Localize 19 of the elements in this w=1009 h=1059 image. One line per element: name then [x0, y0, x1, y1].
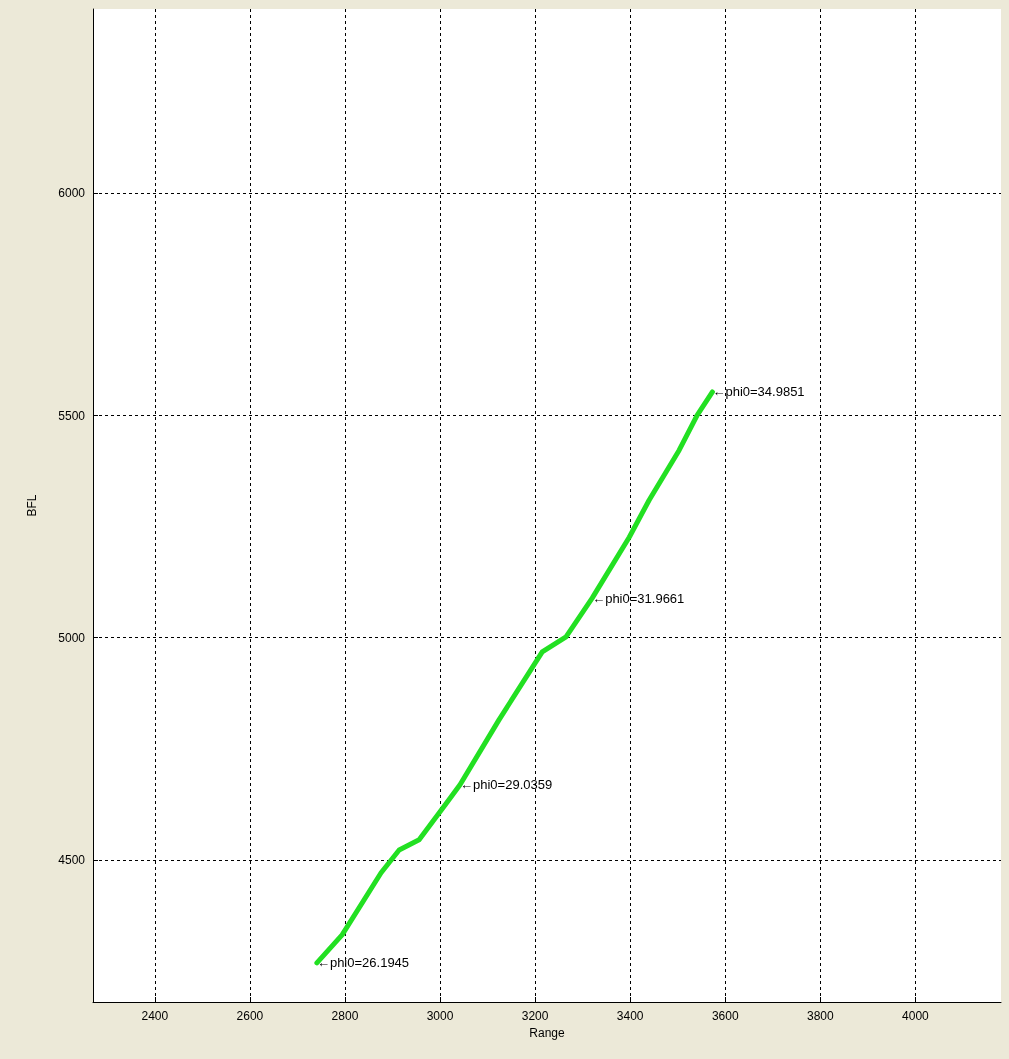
y-tick-label: 5000: [58, 630, 86, 645]
annotation: ←phi0=26.1945: [316, 955, 410, 971]
x-tick-label: 4000: [902, 1009, 930, 1023]
x-tick-label: 2400: [141, 1009, 169, 1023]
y-tick-label: 6000: [58, 186, 86, 201]
y-axis-title: BFL: [25, 494, 39, 517]
annotation: ←phi0=29.0359: [460, 777, 553, 793]
x-tick-label: 3000: [426, 1009, 454, 1023]
x-tick-label: 3800: [807, 1009, 835, 1023]
x-axis-title: Range: [529, 1025, 565, 1040]
x-tick-label: 3200: [521, 1009, 549, 1023]
y-tick-label: 4500: [58, 852, 86, 867]
x-tick-label: 3400: [616, 1009, 644, 1023]
x-tick-label: 2800: [331, 1009, 359, 1023]
y-tick-label: 5500: [58, 408, 86, 423]
annotation: ←phi0=34.9851: [712, 384, 805, 400]
annotation: ←phi0=31.9661: [592, 590, 685, 606]
x-tick-label: 3600: [711, 1009, 739, 1023]
x-tick-label: 2600: [236, 1009, 264, 1023]
